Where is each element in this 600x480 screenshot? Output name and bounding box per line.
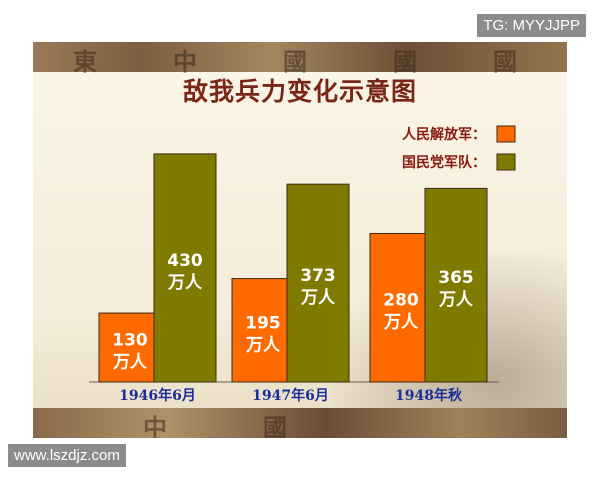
legend: 人民解放军： 国民党军队： (402, 125, 516, 171)
bar-unit-label: 万人 (438, 290, 474, 310)
chart-slide: 東 中 國 國 國 中 國 敌我兵力变化示意图 人民解放军： 国民党军队： 130… (33, 42, 567, 438)
bar-unit-label: 万人 (245, 335, 281, 355)
x-tick-label: 1946年6月 (119, 387, 196, 404)
bar-value-label: 130 (112, 331, 148, 351)
bar-value-label: 373 (300, 266, 336, 286)
x-tick-labels: 1946年6月 1947年6月 1948年秋 (119, 387, 463, 404)
bar-value-label: 280 (383, 291, 419, 311)
x-tick-label: 1948年秋 (395, 387, 463, 404)
bar-unit-label: 万人 (300, 288, 336, 308)
bar-s1-3 (369, 232, 433, 383)
legend-swatch-series-1 (496, 125, 516, 143)
bar-s1-1 (98, 312, 162, 383)
watermark-tg: TG: MYYJJPP (477, 14, 586, 37)
x-tick-label: 1947年6月 (252, 387, 329, 404)
legend-label-series-1: 人民解放军： (402, 126, 486, 143)
bar-s2-2 (286, 183, 350, 383)
decorative-bottom-band: 中 國 (33, 408, 567, 438)
bar-s2-1 (153, 153, 217, 383)
bar-value-label: 430 (167, 251, 203, 271)
bar-s1-2 (231, 278, 295, 383)
chart-title: 敌我兵力变化示意图 (182, 77, 417, 106)
legend-label-series-2: 国民党军队： (402, 154, 486, 171)
bar-unit-label: 万人 (383, 313, 419, 333)
legend-swatch-series-2 (496, 153, 516, 171)
decorative-top-band: 東 中 國 國 國 (33, 42, 567, 76)
bar-s2-3 (424, 187, 488, 383)
bar-value-label: 195 (245, 313, 281, 333)
bar-value-label: 365 (438, 268, 474, 288)
bar-unit-label: 万人 (112, 353, 148, 373)
watermark-site: www.lszdjz.com (8, 444, 126, 467)
bars (98, 153, 488, 383)
bar-unit-label: 万人 (167, 273, 203, 293)
